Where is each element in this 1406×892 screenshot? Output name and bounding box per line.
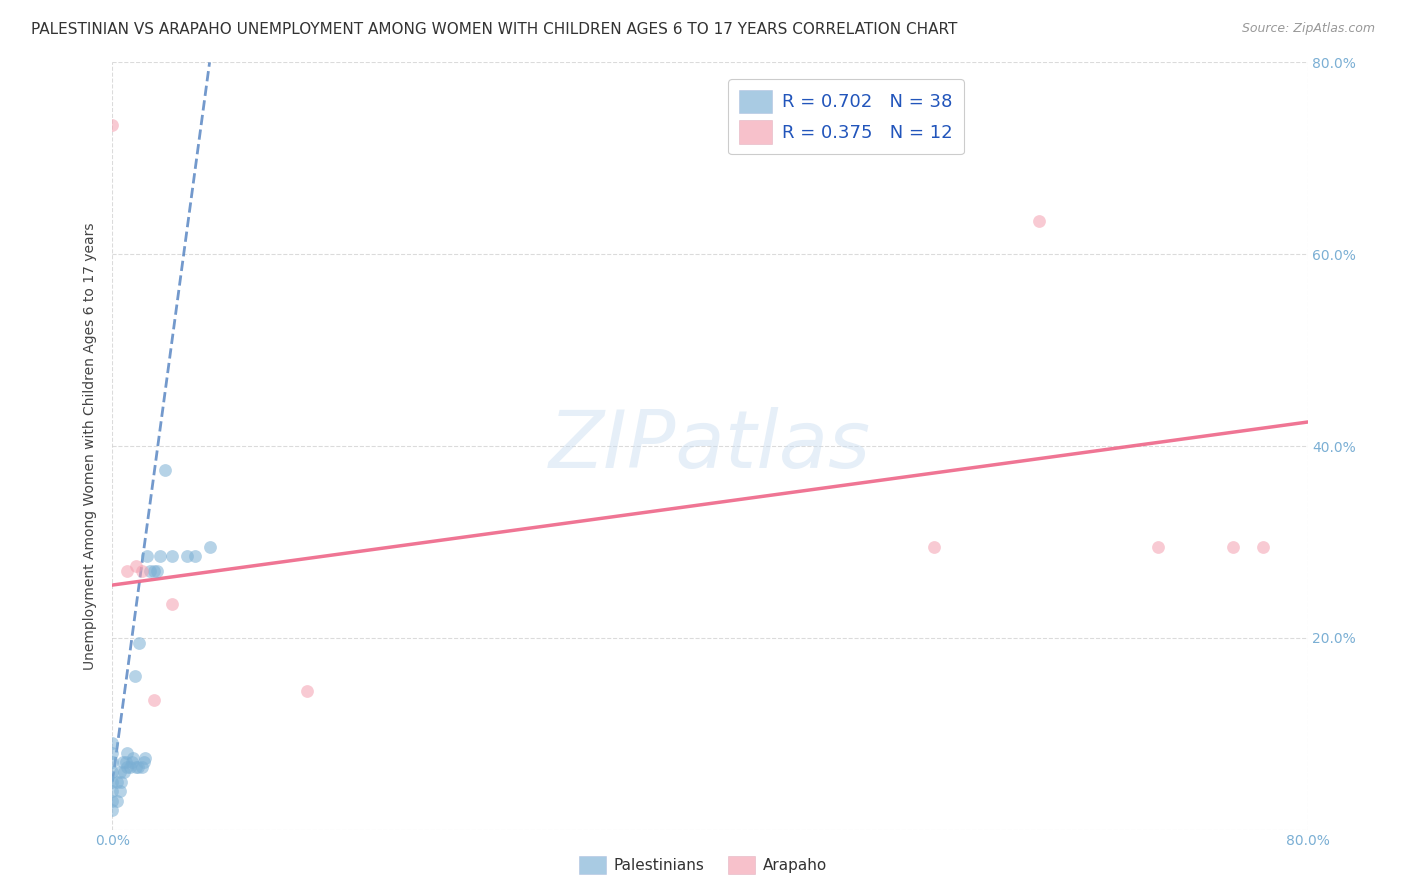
Point xyxy=(125,760,148,774)
Point xyxy=(101,784,124,798)
Point xyxy=(131,564,153,578)
Legend: R = 0.702   N = 38, R = 0.375   N = 12: R = 0.702 N = 38, R = 0.375 N = 12 xyxy=(728,79,965,154)
Point xyxy=(105,794,128,808)
Point xyxy=(101,118,124,132)
Point xyxy=(153,463,176,477)
Point xyxy=(922,540,945,554)
Point xyxy=(121,756,143,770)
Point xyxy=(125,558,148,573)
Point xyxy=(105,774,128,789)
Text: PALESTINIAN VS ARAPAHO UNEMPLOYMENT AMONG WOMEN WITH CHILDREN AGES 6 TO 17 YEARS: PALESTINIAN VS ARAPAHO UNEMPLOYMENT AMON… xyxy=(31,22,957,37)
Point xyxy=(198,540,221,554)
Point xyxy=(149,549,172,564)
Point xyxy=(183,549,205,564)
Point xyxy=(146,564,169,578)
Point xyxy=(124,669,146,683)
Point xyxy=(1222,540,1244,554)
Point xyxy=(101,774,124,789)
Point xyxy=(143,564,166,578)
Point xyxy=(139,564,162,578)
Point xyxy=(120,760,142,774)
Point xyxy=(143,693,166,707)
Point xyxy=(110,774,132,789)
Point xyxy=(101,794,124,808)
Y-axis label: Unemployment Among Women with Children Ages 6 to 17 years: Unemployment Among Women with Children A… xyxy=(83,222,97,670)
Point xyxy=(101,736,124,750)
Point xyxy=(134,750,156,764)
Point xyxy=(111,756,134,770)
Point xyxy=(114,765,135,780)
Point xyxy=(131,760,153,774)
Point xyxy=(101,804,124,818)
Text: Source: ZipAtlas.com: Source: ZipAtlas.com xyxy=(1241,22,1375,36)
Point xyxy=(128,635,150,649)
Point xyxy=(117,564,139,578)
Point xyxy=(108,784,131,798)
Point xyxy=(1147,540,1170,554)
Text: ZIPatlas: ZIPatlas xyxy=(548,407,872,485)
Point xyxy=(1028,213,1050,227)
Point xyxy=(176,549,198,564)
Point xyxy=(115,756,138,770)
Point xyxy=(162,549,183,564)
Point xyxy=(101,746,124,760)
Point xyxy=(117,760,139,774)
Point xyxy=(132,756,155,770)
Point xyxy=(162,597,183,611)
Point xyxy=(108,765,131,780)
Point xyxy=(101,765,124,780)
Point xyxy=(1251,540,1274,554)
Point xyxy=(122,750,145,764)
Legend: Palestinians, Arapaho: Palestinians, Arapaho xyxy=(572,850,834,880)
Point xyxy=(135,549,157,564)
Point xyxy=(117,746,139,760)
Point xyxy=(101,756,124,770)
Point xyxy=(295,683,318,698)
Point xyxy=(127,760,149,774)
